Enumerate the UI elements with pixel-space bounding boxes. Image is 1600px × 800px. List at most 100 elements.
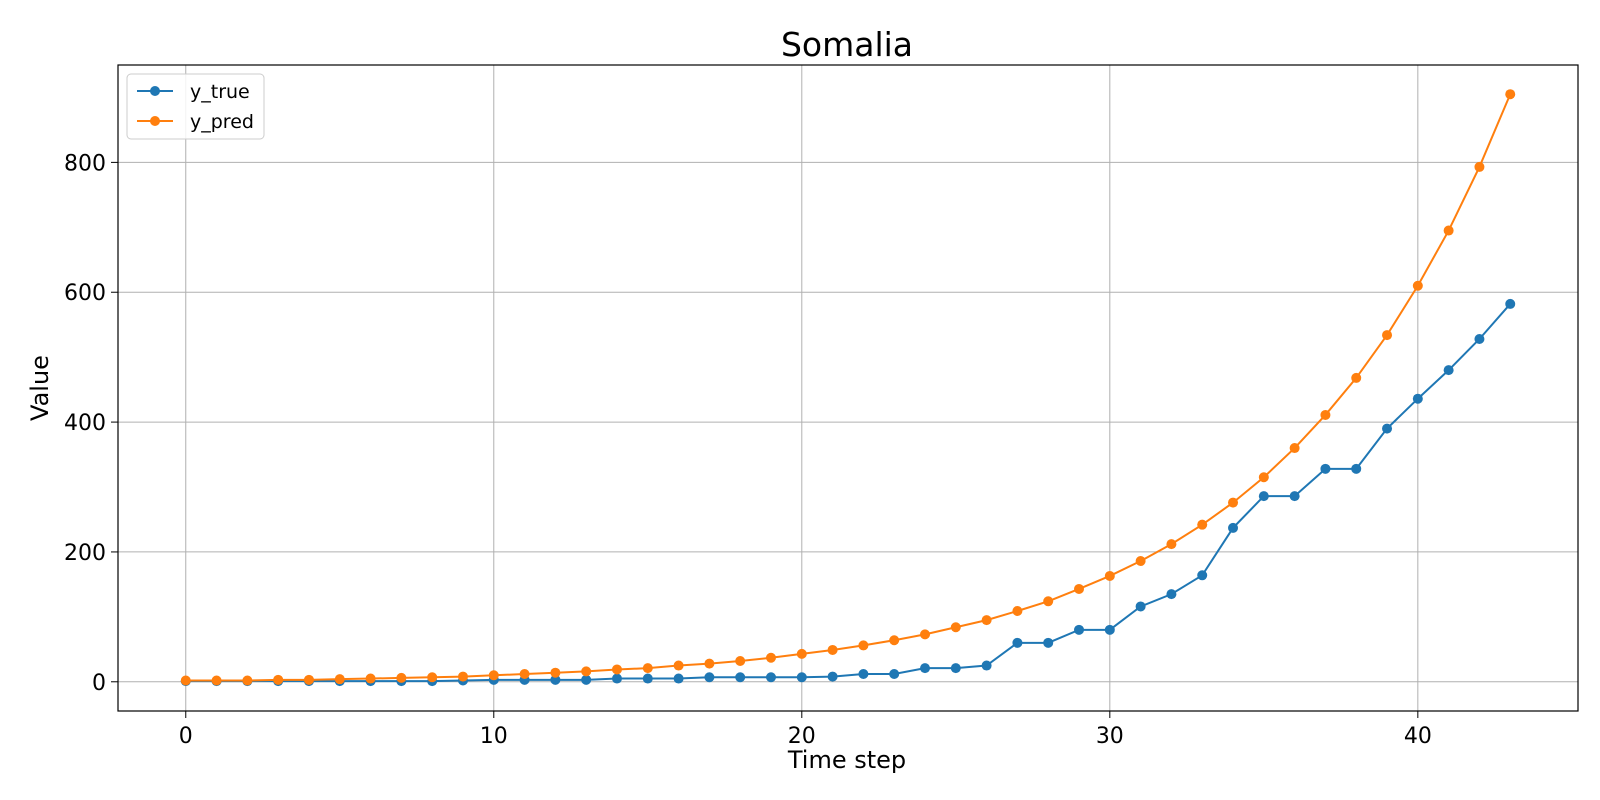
- data-point-y_pred: [827, 644, 838, 655]
- legend-label-y_true: y_true: [190, 81, 250, 103]
- data-point-y_pred: [365, 673, 376, 684]
- data-point-y_pred: [1443, 225, 1454, 236]
- y-tick-label: 800: [64, 151, 106, 176]
- data-point-y_true: [1443, 365, 1454, 376]
- data-point-y_pred: [1104, 570, 1115, 581]
- x-tick-label: 30: [1096, 724, 1124, 749]
- data-point-y_pred: [1474, 161, 1485, 172]
- data-point-y_pred: [1351, 372, 1362, 383]
- data-point-y_pred: [735, 656, 746, 667]
- y-tick-label: 400: [64, 411, 106, 436]
- data-point-y_pred: [796, 648, 807, 659]
- y-axis-title: Value: [26, 355, 54, 421]
- x-axis-ticks: 0 10 20 30 40: [179, 711, 1432, 749]
- x-tick-label: 10: [480, 724, 508, 749]
- x-axis-title: Time step: [787, 746, 906, 774]
- data-point-y_pred: [581, 666, 592, 677]
- data-point-y_pred: [1012, 606, 1023, 617]
- data-point-y_true: [1135, 601, 1146, 612]
- data-point-y_pred: [642, 663, 653, 674]
- x-tick-label: 20: [788, 724, 816, 749]
- data-point-y_true: [704, 672, 715, 683]
- data-point-y_true: [889, 668, 900, 679]
- data-point-y_pred: [1412, 280, 1423, 291]
- data-point-y_true: [796, 672, 807, 683]
- legend-marker-y_pred: [150, 116, 160, 126]
- legend-label-y_pred: y_pred: [190, 111, 254, 133]
- legend-marker-y_true: [150, 86, 160, 96]
- data-point-y_pred: [1320, 409, 1331, 420]
- data-point-y_pred: [1505, 89, 1516, 100]
- data-point-y_true: [611, 673, 622, 684]
- y-tick-label: 600: [64, 281, 106, 306]
- data-point-y_pred: [920, 629, 931, 640]
- data-point-y_true: [1228, 522, 1239, 533]
- data-point-y_pred: [550, 667, 561, 678]
- data-point-y_pred: [950, 622, 961, 633]
- data-point-y_pred: [1074, 583, 1085, 594]
- data-point-y_pred: [889, 635, 900, 646]
- legend: y_true y_pred: [126, 73, 265, 140]
- x-tick-label: 40: [1404, 724, 1432, 749]
- data-point-y_true: [1043, 637, 1054, 648]
- data-point-y_true: [1474, 333, 1485, 344]
- data-point-y_pred: [1166, 539, 1177, 550]
- data-point-y_pred: [457, 671, 468, 682]
- data-point-y_true: [765, 672, 776, 683]
- data-point-y_pred: [242, 675, 253, 686]
- data-point-y_pred: [334, 674, 345, 685]
- data-point-y_true: [1197, 570, 1208, 581]
- data-point-y_pred: [1382, 330, 1393, 341]
- data-point-y_true: [950, 663, 961, 674]
- data-point-y_true: [735, 672, 746, 683]
- data-point-y_true: [858, 668, 869, 679]
- data-point-y_pred: [396, 672, 407, 683]
- chart-title: Somalia: [781, 25, 913, 64]
- data-point-y_true: [1412, 393, 1423, 404]
- legend-entries: y_true y_pred: [137, 81, 254, 133]
- data-point-y_pred: [427, 672, 438, 683]
- data-point-y_true: [1351, 463, 1362, 474]
- data-point-y_pred: [1197, 519, 1208, 530]
- data-point-y_true: [981, 660, 992, 671]
- data-point-y_pred: [673, 660, 684, 671]
- series-line-y_pred: [185, 93, 1512, 682]
- data-point-y_pred: [981, 615, 992, 626]
- grid: [118, 65, 1578, 711]
- data-point-y_pred: [1228, 497, 1239, 508]
- series-y_pred: [180, 89, 1516, 686]
- data-point-y_true: [550, 674, 561, 685]
- data-point-y_pred: [1258, 472, 1269, 483]
- data-point-y_true: [827, 671, 838, 682]
- data-point-y_pred: [858, 640, 869, 651]
- data-point-y_true: [1074, 624, 1085, 635]
- y-tick-label: 200: [64, 541, 106, 566]
- x-tick-label: 0: [179, 724, 193, 749]
- data-point-y_pred: [519, 668, 530, 679]
- plot-frame: [117, 64, 1579, 712]
- data-point-y_pred: [488, 670, 499, 681]
- data-point-y_pred: [211, 675, 222, 686]
- data-point-y_pred: [765, 652, 776, 663]
- data-point-y_true: [581, 674, 592, 685]
- series-line-y_true: [185, 303, 1511, 683]
- data-point-y_true: [1289, 491, 1300, 502]
- series-layer: [180, 89, 1516, 687]
- data-point-y_pred: [1135, 556, 1146, 567]
- data-point-y_pred: [180, 675, 191, 686]
- data-point-y_true: [1166, 589, 1177, 600]
- data-point-y_true: [1320, 463, 1331, 474]
- data-point-y_true: [920, 663, 931, 674]
- data-point-y_pred: [611, 664, 622, 675]
- data-point-y_pred: [1289, 443, 1300, 454]
- data-point-y_pred: [303, 674, 314, 685]
- data-point-y_true: [642, 673, 653, 684]
- data-point-y_true: [1104, 624, 1115, 635]
- data-point-y_true: [1258, 491, 1269, 502]
- y-tick-label: 0: [92, 671, 106, 696]
- data-point-y_pred: [1043, 596, 1054, 607]
- data-point-y_pred: [704, 658, 715, 669]
- y-axis-ticks: 0 200 400 600 800: [64, 151, 118, 696]
